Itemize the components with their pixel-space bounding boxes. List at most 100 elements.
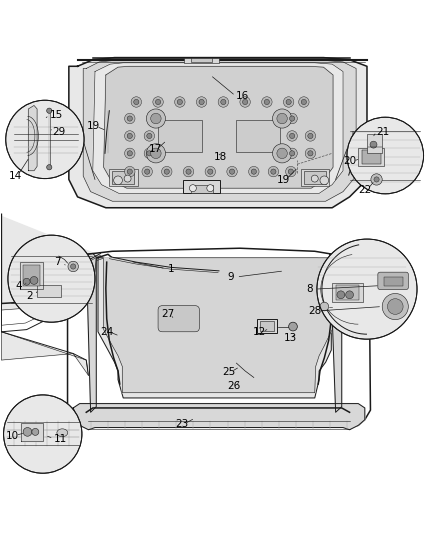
Circle shape xyxy=(272,144,292,163)
Polygon shape xyxy=(86,254,96,413)
Circle shape xyxy=(32,429,39,435)
Circle shape xyxy=(301,99,307,104)
Circle shape xyxy=(199,99,204,104)
Circle shape xyxy=(347,117,424,194)
Circle shape xyxy=(286,166,296,177)
Circle shape xyxy=(308,133,313,139)
Circle shape xyxy=(124,166,135,177)
Bar xyxy=(384,277,403,286)
Circle shape xyxy=(251,169,256,174)
Bar xyxy=(184,58,219,63)
Polygon shape xyxy=(69,58,367,208)
Text: 11: 11 xyxy=(53,434,67,445)
Text: 24: 24 xyxy=(101,327,114,337)
Polygon shape xyxy=(1,216,105,310)
Circle shape xyxy=(205,166,215,177)
Bar xyxy=(301,168,329,186)
Text: 20: 20 xyxy=(343,156,357,166)
Circle shape xyxy=(189,184,196,192)
Circle shape xyxy=(374,177,379,182)
Bar xyxy=(191,184,213,192)
Circle shape xyxy=(124,131,135,141)
Circle shape xyxy=(147,133,152,139)
Bar xyxy=(332,282,363,302)
Circle shape xyxy=(311,175,318,182)
Polygon shape xyxy=(98,258,331,398)
Circle shape xyxy=(162,166,172,177)
Circle shape xyxy=(227,166,237,177)
Text: 21: 21 xyxy=(377,126,390,136)
Circle shape xyxy=(155,99,161,104)
Circle shape xyxy=(271,169,276,174)
Circle shape xyxy=(146,109,166,128)
Circle shape xyxy=(23,278,30,285)
Bar xyxy=(37,285,61,297)
Text: 28: 28 xyxy=(309,306,322,316)
Bar xyxy=(23,265,40,286)
Text: 10: 10 xyxy=(6,431,19,441)
Circle shape xyxy=(145,169,150,174)
Circle shape xyxy=(317,239,417,339)
Circle shape xyxy=(124,148,135,158)
Circle shape xyxy=(134,99,139,104)
Circle shape xyxy=(290,151,295,156)
Bar xyxy=(257,319,277,333)
Polygon shape xyxy=(21,423,43,441)
Bar xyxy=(110,168,138,186)
Circle shape xyxy=(186,169,191,174)
Circle shape xyxy=(151,114,161,124)
Polygon shape xyxy=(104,66,333,188)
Text: 29: 29 xyxy=(53,127,66,138)
Circle shape xyxy=(196,97,207,107)
Circle shape xyxy=(337,291,345,298)
Text: 17: 17 xyxy=(148,144,162,154)
Circle shape xyxy=(290,116,295,121)
Text: 12: 12 xyxy=(253,327,266,337)
Circle shape xyxy=(277,114,287,124)
Circle shape xyxy=(320,176,328,184)
Circle shape xyxy=(124,114,135,124)
Circle shape xyxy=(23,427,32,436)
Text: 13: 13 xyxy=(283,333,297,343)
Bar xyxy=(304,171,325,184)
Circle shape xyxy=(277,148,287,158)
Circle shape xyxy=(268,166,279,177)
Polygon shape xyxy=(28,106,37,171)
Circle shape xyxy=(320,302,328,311)
Circle shape xyxy=(218,97,229,107)
Bar xyxy=(260,321,274,331)
Ellipse shape xyxy=(57,429,68,437)
Circle shape xyxy=(264,99,269,104)
Text: 14: 14 xyxy=(9,171,22,181)
Bar xyxy=(367,134,382,154)
Text: 23: 23 xyxy=(176,419,189,429)
Bar xyxy=(113,171,134,184)
Circle shape xyxy=(184,166,194,177)
Circle shape xyxy=(127,116,132,121)
Polygon shape xyxy=(93,63,343,193)
Circle shape xyxy=(47,108,52,114)
Circle shape xyxy=(249,166,259,177)
Circle shape xyxy=(283,97,294,107)
Circle shape xyxy=(299,97,309,107)
Circle shape xyxy=(388,298,403,314)
Polygon shape xyxy=(73,403,365,430)
Text: 26: 26 xyxy=(228,381,241,391)
Circle shape xyxy=(127,151,132,156)
Circle shape xyxy=(6,100,84,179)
Text: 19: 19 xyxy=(276,175,290,185)
Circle shape xyxy=(114,176,122,184)
Circle shape xyxy=(289,322,297,331)
Polygon shape xyxy=(1,332,88,375)
Circle shape xyxy=(308,151,313,156)
Circle shape xyxy=(151,148,161,158)
Circle shape xyxy=(30,277,38,284)
Circle shape xyxy=(177,99,183,104)
Bar xyxy=(191,59,212,62)
Polygon shape xyxy=(104,258,332,393)
Circle shape xyxy=(346,291,353,298)
Circle shape xyxy=(207,184,214,192)
Bar xyxy=(336,285,359,300)
Circle shape xyxy=(147,151,152,156)
Circle shape xyxy=(243,99,248,104)
